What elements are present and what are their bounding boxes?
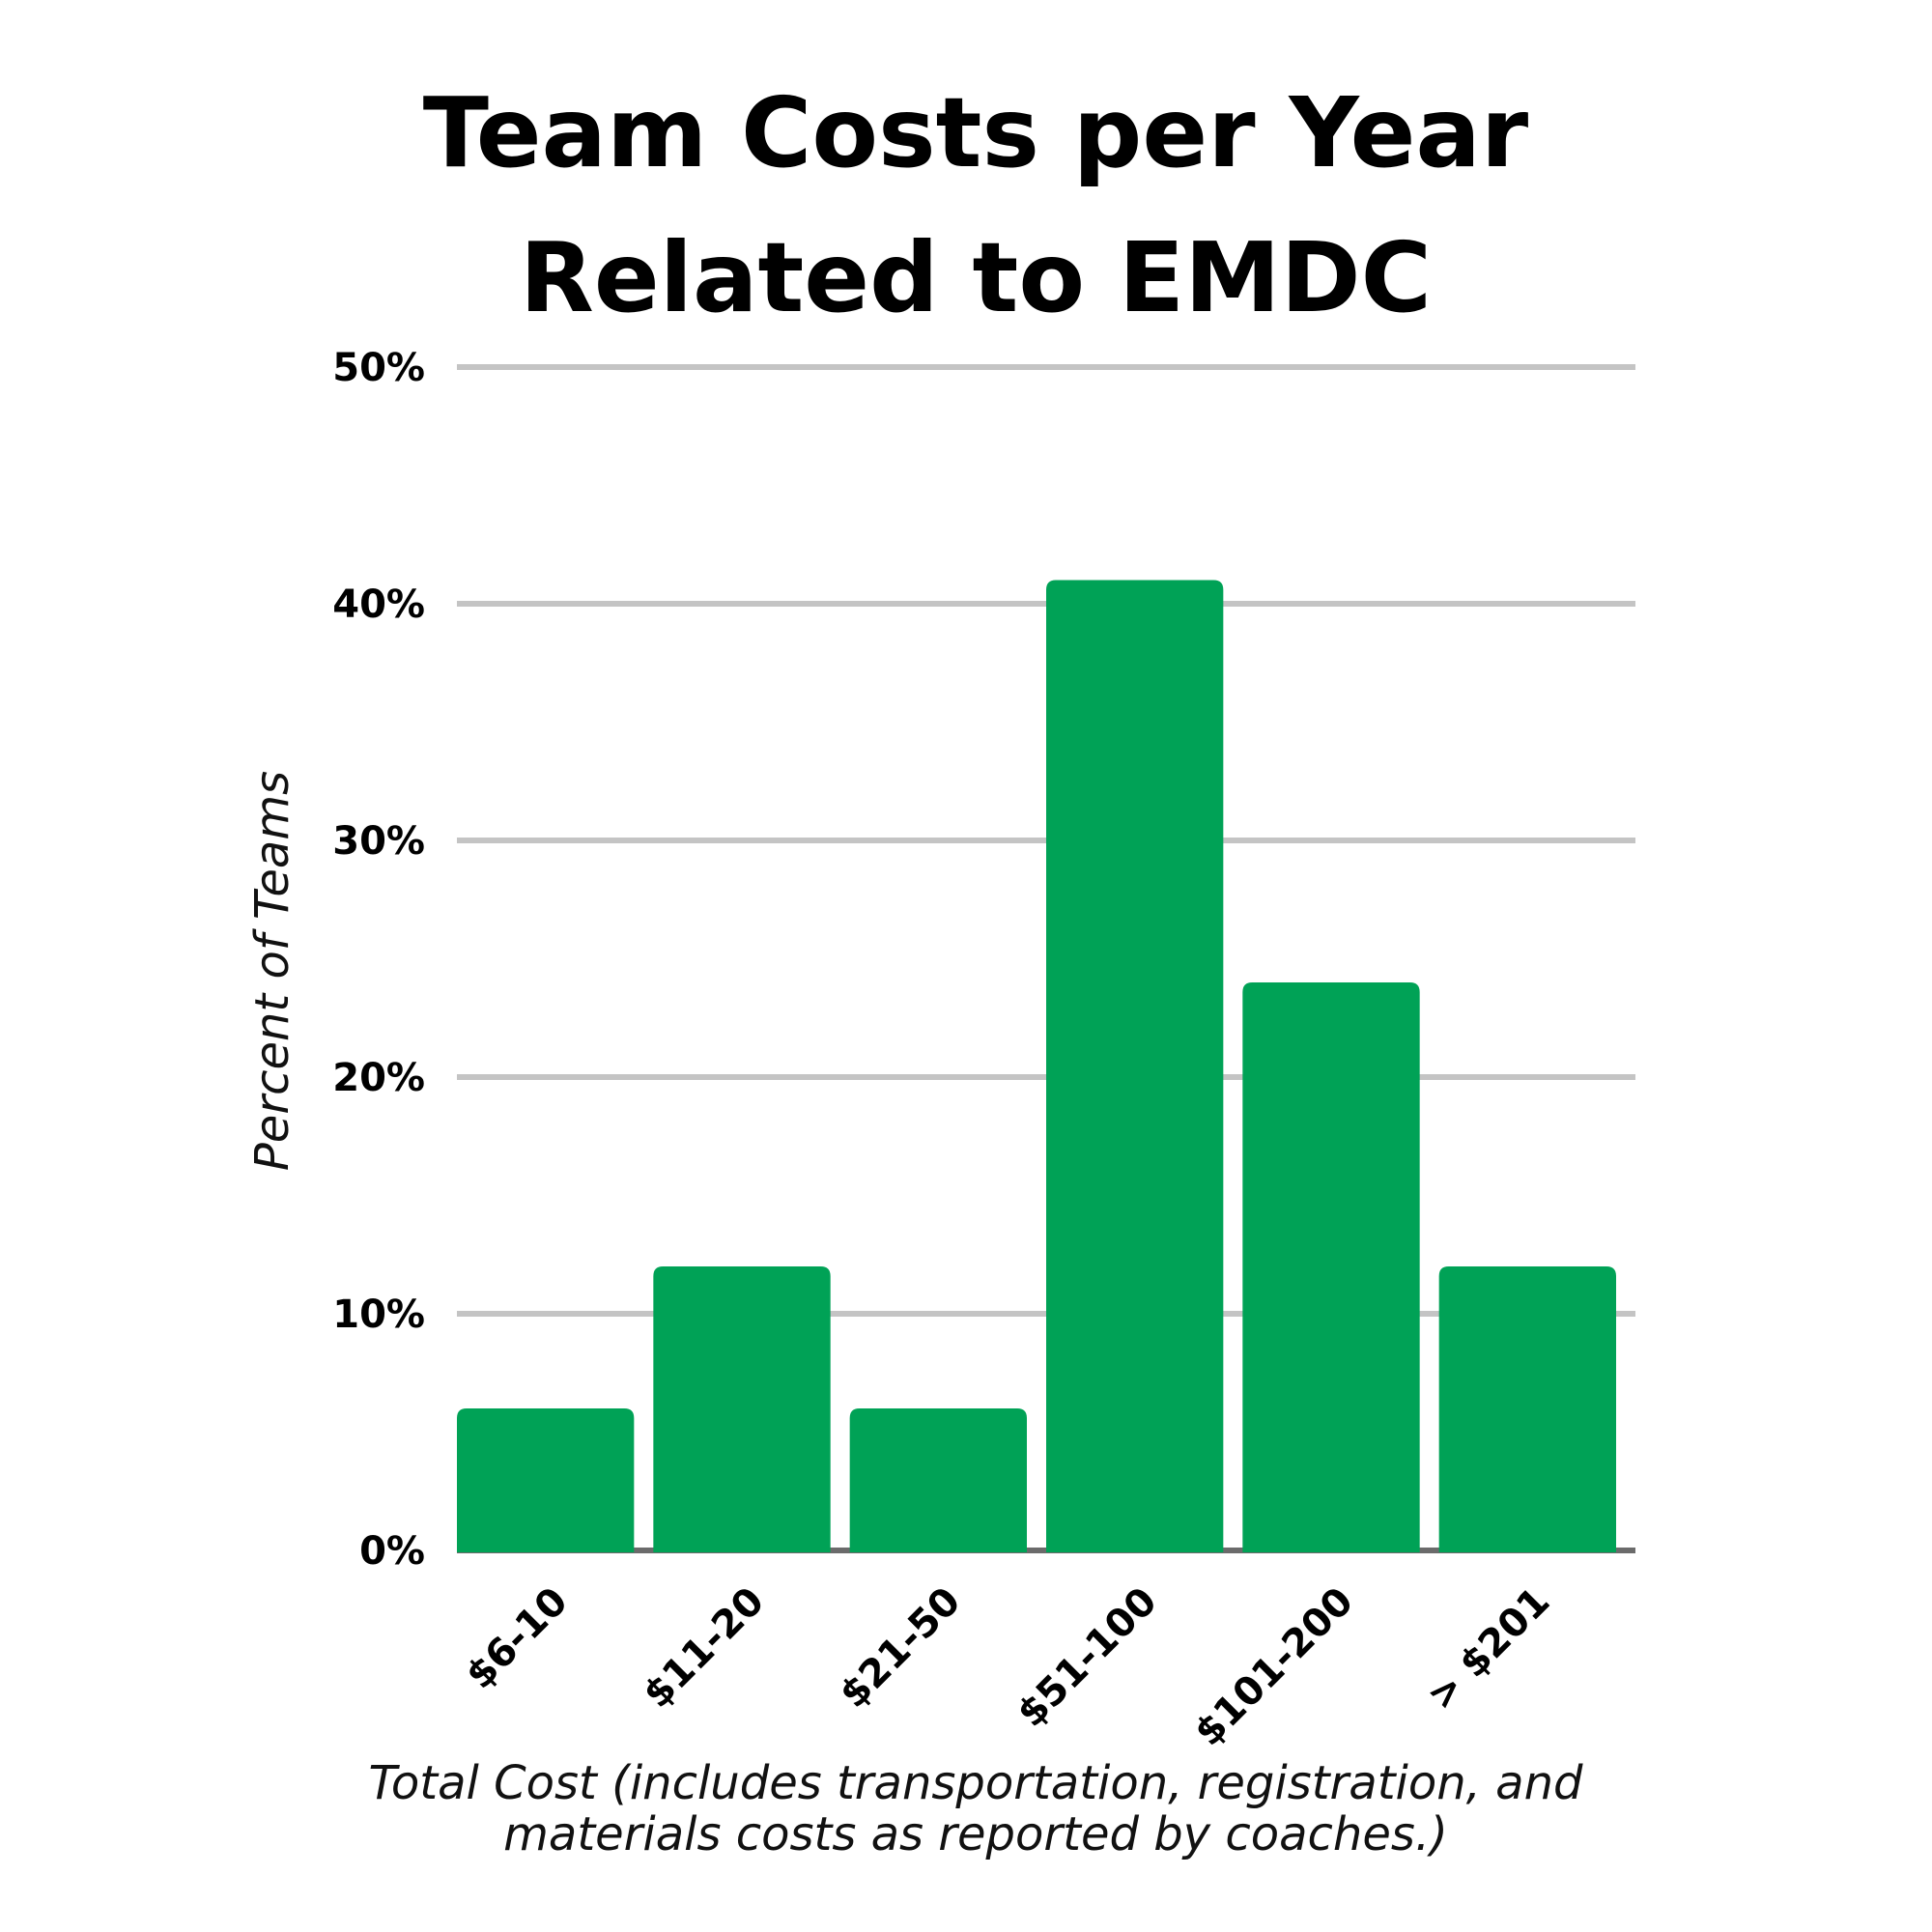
chart-title-line-1: Team Costs per Year xyxy=(423,76,1529,189)
y-tick-label: 50% xyxy=(332,346,425,390)
x-tick-label: $101-200 xyxy=(1186,1579,1362,1755)
y-axis-label: Percent of Teams xyxy=(245,771,299,1171)
bar xyxy=(849,1408,1027,1552)
chart-title-line-2: Related to EMDC xyxy=(520,221,1432,334)
bars xyxy=(457,580,1616,1552)
x-tick-label: $51-100 xyxy=(1009,1579,1165,1736)
x-axis-tick-labels: $6-10 $11-20 $21-50 $51-100 $101-200 > $201 xyxy=(458,1579,1559,1755)
x-axis-label-line-2: materials costs as reported by coaches.) xyxy=(503,1807,1448,1861)
x-axis-label-line-1: Total Cost (includes transportation, reg… xyxy=(369,1756,1583,1810)
x-tick-label: $21-50 xyxy=(832,1579,970,1718)
bar xyxy=(653,1266,831,1552)
y-tick-label: 20% xyxy=(332,1056,425,1100)
y-tick-label: 30% xyxy=(332,819,425,864)
bar xyxy=(1046,580,1224,1552)
bar xyxy=(457,1408,635,1552)
y-tick-label: 0% xyxy=(359,1529,425,1574)
y-tick-label: 10% xyxy=(332,1293,425,1337)
y-tick-label: 40% xyxy=(332,582,425,627)
x-tick-label: > $201 xyxy=(1419,1579,1559,1719)
x-tick-label: $6-10 xyxy=(458,1579,577,1698)
bar xyxy=(1242,982,1420,1552)
x-tick-label: $11-20 xyxy=(635,1579,773,1718)
y-axis-tick-labels: 0% 10% 20% 30% 40% 50% xyxy=(332,346,425,1574)
bar xyxy=(1438,1266,1616,1552)
